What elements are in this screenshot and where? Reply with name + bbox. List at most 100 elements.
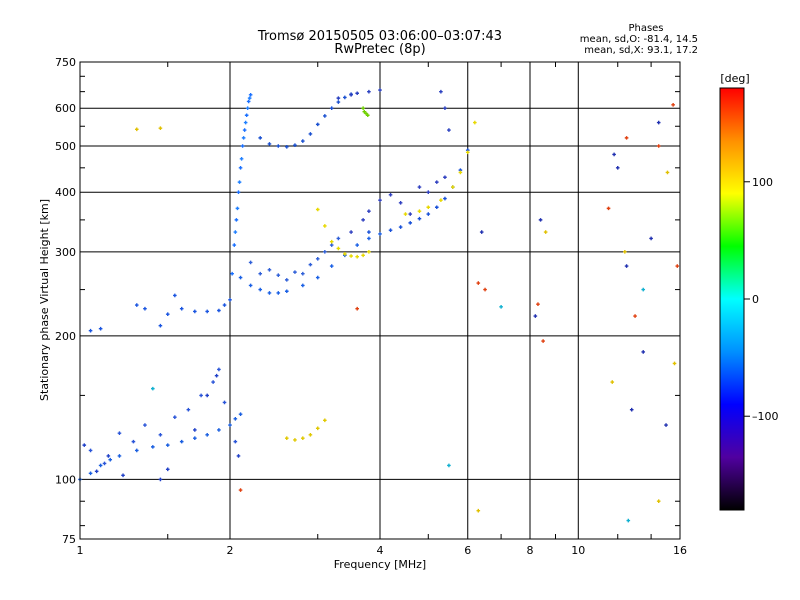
data-point: [134, 127, 139, 132]
data-point: [656, 144, 661, 148]
data-point: [624, 264, 629, 268]
data-point: [315, 122, 320, 127]
data-point: [329, 264, 334, 268]
data-point: [541, 339, 545, 343]
series-group: [248, 236, 341, 282]
data-point: [217, 428, 221, 432]
data-point: [367, 89, 371, 94]
data-point: [276, 273, 281, 277]
data-point: [88, 448, 93, 453]
data-point: [247, 96, 252, 100]
data-point: [656, 120, 661, 125]
data-point: [233, 230, 238, 234]
data-point: [235, 206, 240, 211]
data-point: [447, 128, 451, 132]
data-point: [258, 271, 263, 276]
data-point: [237, 180, 242, 184]
data-point: [649, 236, 653, 241]
data-point: [361, 218, 365, 222]
colorbar-tick-label: 100: [752, 176, 773, 189]
data-point: [244, 113, 249, 118]
data-point: [476, 281, 481, 285]
data-point: [378, 232, 382, 236]
data-point: [158, 477, 163, 482]
data-point: [199, 393, 203, 398]
data-point: [465, 150, 470, 155]
data-point: [217, 367, 221, 372]
data-point: [479, 230, 484, 234]
data-point: [94, 469, 99, 474]
data-point: [173, 415, 177, 420]
phase-legend-o: mean, sd,O: -81.4, 14.5: [580, 34, 698, 45]
data-point: [315, 207, 320, 212]
data-point: [179, 439, 184, 444]
chart-subtitle: RwPretec (8p): [334, 42, 425, 57]
data-point: [217, 308, 221, 313]
data-point: [222, 400, 227, 405]
data-point: [238, 488, 243, 492]
data-point: [533, 314, 538, 318]
data-point: [158, 323, 163, 328]
data-point: [543, 230, 548, 234]
data-point: [134, 303, 139, 307]
data-point: [641, 350, 646, 354]
series-group: [88, 293, 232, 333]
data-point: [447, 463, 451, 468]
data-point: [233, 416, 238, 421]
data-point: [233, 439, 238, 444]
data-point: [388, 193, 393, 197]
data-point: [434, 180, 439, 184]
data-point: [365, 113, 370, 118]
data-point: [193, 428, 197, 432]
data-point: [248, 283, 253, 288]
data-point: [417, 185, 422, 189]
colorbar: [deg] 100 0 –100: [719, 72, 779, 511]
data-point: [211, 380, 215, 384]
data-point: [193, 436, 197, 441]
data-point: [458, 170, 463, 175]
data-point: [408, 221, 413, 225]
data-point: [222, 303, 227, 307]
data-point: [293, 438, 297, 442]
data-point: [378, 198, 382, 202]
colorbar-label: [deg]: [720, 72, 749, 85]
data-point: [267, 268, 272, 272]
data-point: [102, 461, 107, 466]
data-point: [284, 278, 289, 282]
x-tick-label: 8: [527, 544, 534, 557]
data-point: [665, 170, 670, 175]
data-point: [82, 443, 87, 447]
data-point: [315, 426, 320, 431]
data-point: [536, 302, 540, 306]
x-tick-label: 2: [227, 544, 234, 557]
y-tick-label: 500: [55, 140, 76, 153]
colorbar-tick-label: –100: [752, 410, 779, 423]
data-point: [367, 230, 371, 234]
data-point: [623, 250, 627, 254]
data-point: [323, 250, 327, 254]
x-axis-label: Frequency [MHz]: [334, 558, 426, 571]
y-tick-label: 750: [55, 56, 76, 69]
data-point: [151, 386, 155, 391]
data-points: [78, 88, 680, 523]
data-point: [434, 205, 439, 210]
data-point: [398, 225, 403, 229]
series-group: [82, 373, 241, 482]
data-point: [214, 373, 219, 378]
data-point: [143, 306, 147, 311]
data-point: [117, 454, 122, 458]
data-point: [165, 443, 170, 447]
data-point: [675, 264, 680, 268]
x-tick-label: 16: [673, 544, 687, 557]
data-point: [165, 467, 170, 472]
data-point: [158, 126, 163, 130]
chart-title: Tromsø 20150505 03:06:00–03:07:43: [257, 29, 502, 44]
data-point: [143, 423, 147, 427]
data-point: [315, 275, 320, 280]
data-point: [242, 128, 247, 132]
series-group: [361, 106, 370, 118]
data-point: [641, 287, 646, 292]
plot-frame: [79, 61, 681, 540]
data-point: [293, 143, 297, 147]
data-point: [88, 328, 93, 333]
